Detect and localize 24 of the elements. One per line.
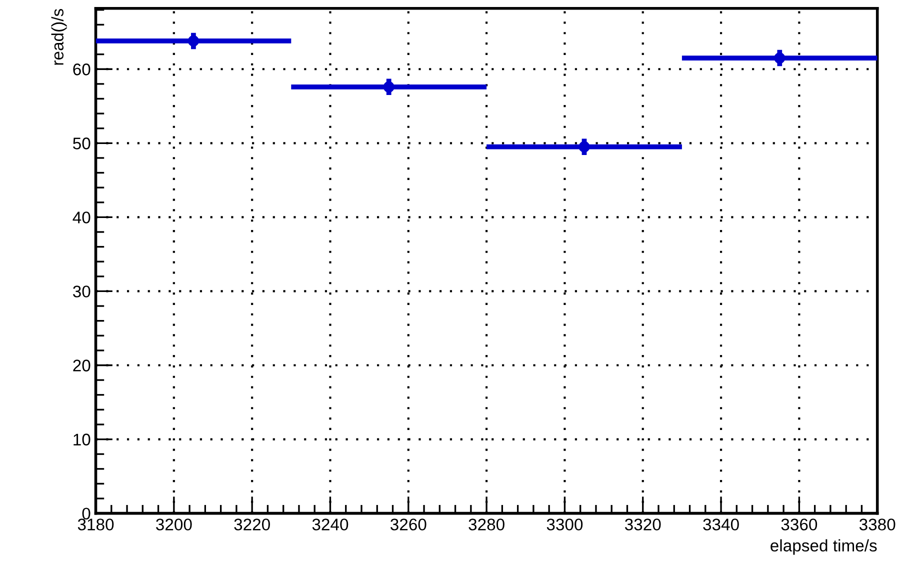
y-tick-label: 60 (73, 64, 90, 76)
x-tick-label: 3340 (703, 518, 739, 530)
point (188, 35, 200, 47)
x-axis-title: elapsed time/s (770, 539, 877, 555)
x-tick-label: 3200 (156, 518, 192, 530)
point (383, 81, 394, 92)
y-tick-label: 0 (82, 508, 90, 520)
x-tick-label: 3360 (781, 518, 818, 530)
y-tick-label: 50 (73, 138, 90, 150)
x-tick-label: 3240 (312, 518, 348, 530)
x-tick-label: 3300 (546, 518, 583, 530)
point (578, 141, 590, 152)
x-tick-label: 3220 (234, 518, 270, 530)
y-tick-label: 10 (74, 434, 90, 446)
x-tick-label: 3260 (390, 518, 426, 530)
x-tick-label: 3320 (624, 518, 661, 530)
point (774, 52, 786, 64)
y-tick-label: 20 (73, 360, 90, 372)
x-tick-label: 3280 (468, 518, 504, 530)
y-axis-title: read()/s (51, 9, 67, 65)
x-tick-label: 3380 (859, 518, 896, 530)
y-tick-label: 30 (73, 286, 90, 298)
x-tick-label: 3180 (78, 518, 114, 530)
y-tick-label: 40 (72, 212, 90, 224)
